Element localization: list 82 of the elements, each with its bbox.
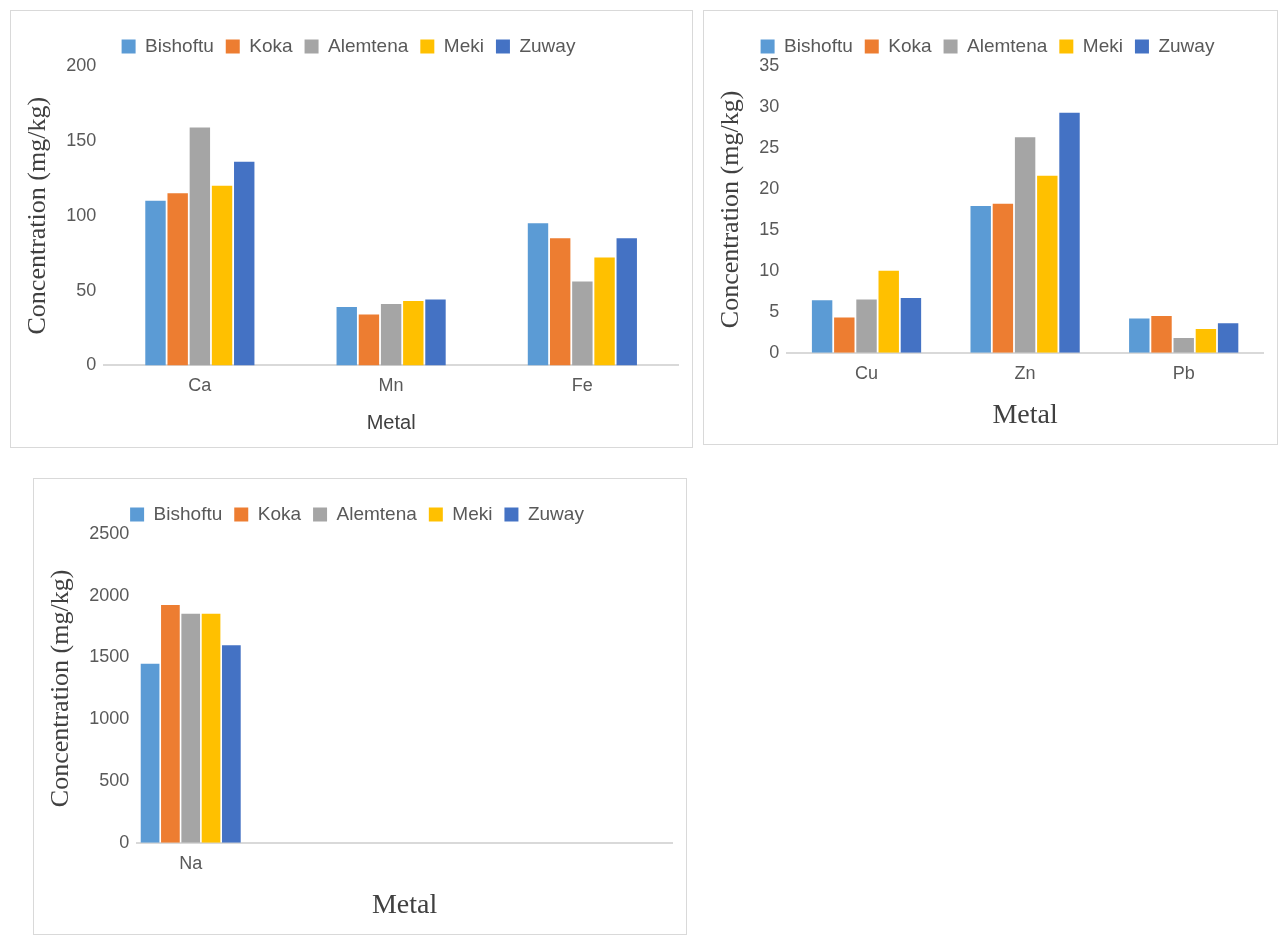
y-tick-label: 15 bbox=[759, 218, 780, 239]
bar bbox=[900, 297, 922, 353]
y-tick-label: 0 bbox=[769, 341, 780, 362]
x-axis-title: Metal bbox=[366, 410, 416, 433]
y-tick-label: 50 bbox=[76, 279, 97, 300]
bar bbox=[970, 206, 991, 353]
bar bbox=[189, 127, 211, 366]
bar bbox=[380, 304, 402, 366]
y-tick-label: 1500 bbox=[89, 646, 130, 667]
bar bbox=[527, 223, 549, 366]
bar bbox=[1151, 315, 1172, 353]
x-tick-label: Cu bbox=[855, 362, 879, 383]
bar bbox=[1014, 137, 1036, 353]
y-tick-label: 1000 bbox=[89, 708, 130, 729]
x-tick-label: Mn bbox=[378, 375, 404, 396]
legend-label: Meki bbox=[443, 34, 484, 56]
bar bbox=[336, 307, 357, 366]
bar bbox=[834, 317, 855, 353]
legend-label: Bishoftu bbox=[145, 34, 214, 56]
y-tick-label: 100 bbox=[66, 204, 97, 225]
y-tick-label: 2500 bbox=[89, 522, 130, 543]
x-tick-label: Pb bbox=[1172, 362, 1195, 383]
y-tick-label: 500 bbox=[99, 770, 130, 791]
x-tick-label: Zn bbox=[1014, 362, 1036, 383]
legend-label: Alemtena bbox=[967, 34, 1048, 56]
bar bbox=[549, 238, 571, 366]
y-tick-label: 30 bbox=[759, 95, 780, 116]
x-tick-label: Fe bbox=[571, 375, 593, 396]
bar bbox=[594, 257, 615, 366]
y-tick-label: 2000 bbox=[89, 584, 130, 605]
bar bbox=[425, 299, 446, 366]
bar bbox=[811, 300, 833, 353]
bar bbox=[211, 185, 233, 366]
x-axis-title: Metal bbox=[992, 397, 1058, 429]
legend-label: Koka bbox=[249, 34, 293, 56]
y-tick-label: 35 bbox=[759, 54, 780, 75]
legend-label: Koka bbox=[257, 502, 302, 524]
bar bbox=[222, 645, 241, 843]
y-tick-label: 0 bbox=[86, 354, 97, 375]
legend-label: Meki bbox=[452, 502, 493, 524]
bar bbox=[1129, 318, 1150, 353]
bar bbox=[145, 200, 166, 366]
y-tick-label: 150 bbox=[66, 129, 97, 150]
y-tick-label: 25 bbox=[759, 136, 780, 157]
legend-label: Zuway bbox=[527, 502, 585, 524]
bar bbox=[201, 613, 221, 843]
legend-label: Bishoftu bbox=[784, 34, 853, 56]
y-tick-label: 0 bbox=[119, 831, 130, 852]
bar bbox=[403, 301, 424, 366]
bar bbox=[161, 605, 180, 843]
x-axis-title: Metal bbox=[371, 887, 438, 919]
y-axis-title: Concentration (mg/kg) bbox=[715, 90, 745, 329]
y-tick-label: 5 bbox=[769, 300, 780, 321]
bar bbox=[1037, 175, 1058, 353]
y-axis-title: Concentration (mg/kg) bbox=[22, 96, 52, 335]
bar bbox=[1195, 329, 1217, 353]
legend-label: Bishoftu bbox=[153, 502, 223, 524]
y-tick-label: 10 bbox=[759, 259, 780, 280]
bar bbox=[856, 299, 877, 353]
bar bbox=[1217, 323, 1239, 353]
legend-label: Koka bbox=[888, 34, 932, 56]
legend-label: Alemtena bbox=[328, 34, 409, 56]
bar bbox=[140, 663, 160, 843]
bar bbox=[1173, 338, 1194, 353]
x-tick-label: Ca bbox=[188, 375, 213, 396]
bar bbox=[1059, 112, 1080, 353]
bar bbox=[572, 281, 593, 366]
legend-label: Zuway bbox=[1158, 34, 1215, 56]
y-axis-title: Concentration (mg/kg) bbox=[45, 569, 75, 808]
legend-label: Zuway bbox=[519, 34, 576, 56]
bar bbox=[181, 613, 201, 843]
bar bbox=[992, 203, 1014, 353]
legend-label: Meki bbox=[1082, 34, 1123, 56]
y-tick-label: 20 bbox=[759, 177, 780, 198]
bar bbox=[167, 193, 188, 366]
bar bbox=[234, 161, 255, 366]
bar bbox=[878, 270, 899, 353]
x-tick-label: Na bbox=[179, 852, 204, 873]
y-tick-label: 200 bbox=[66, 54, 97, 75]
legend-label: Alemtena bbox=[336, 502, 418, 524]
bar bbox=[358, 314, 380, 366]
bar bbox=[616, 238, 637, 366]
